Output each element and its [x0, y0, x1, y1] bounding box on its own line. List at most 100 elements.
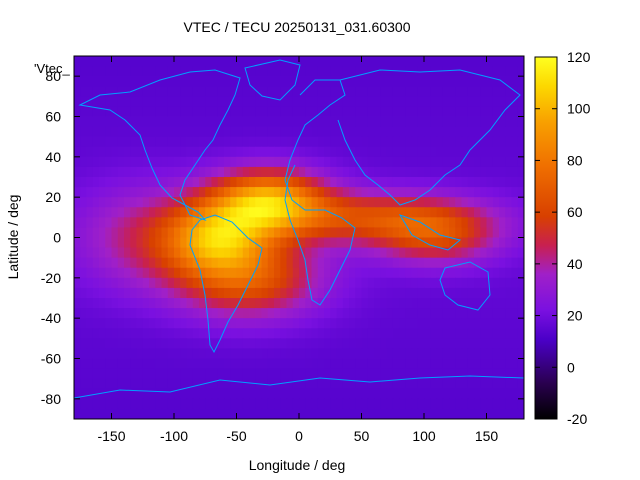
heatmap-cell: [155, 308, 163, 319]
heatmap-cell: [74, 156, 81, 168]
heatmap-cell: [124, 388, 131, 400]
heatmap-cell: [167, 408, 175, 419]
heatmap-cell: [411, 207, 419, 218]
heatmap-cell: [92, 197, 100, 208]
heatmap-cell: [99, 106, 106, 118]
heatmap-cell: [236, 287, 244, 299]
heatmap-cell: [386, 388, 394, 400]
heatmap-cell: [430, 166, 438, 178]
heatmap-cell: [267, 86, 275, 97]
heatmap-cell: [349, 338, 356, 350]
heatmap-cell: [386, 76, 394, 87]
heatmap-cell: [74, 197, 81, 208]
heatmap-cell: [399, 358, 406, 370]
heatmap-cell: [161, 308, 169, 319]
heatmap-cell: [267, 338, 275, 350]
heatmap-cell: [411, 287, 419, 299]
heatmap-cell: [511, 156, 519, 168]
heatmap-cell: [349, 277, 356, 289]
heatmap-cell: [167, 247, 175, 259]
heatmap-cell: [130, 318, 138, 329]
heatmap-cell: [124, 187, 131, 198]
heatmap-cell: [117, 156, 125, 168]
heatmap-cell: [105, 116, 113, 128]
heatmap-cell: [99, 237, 106, 249]
heatmap-cell: [192, 227, 200, 239]
heatmap-cell: [436, 398, 444, 410]
heatmap-cell: [449, 96, 456, 108]
heatmap-cell: [211, 207, 219, 218]
heatmap-cell: [424, 267, 431, 279]
heatmap-cell: [255, 66, 263, 77]
heatmap-cell: [405, 76, 413, 87]
heatmap-cell: [505, 156, 513, 168]
heatmap-cell: [211, 126, 219, 138]
heatmap-cell: [361, 187, 369, 198]
heatmap-cell: [336, 56, 344, 67]
heatmap-cell: [311, 166, 319, 178]
heatmap-cell: [86, 156, 94, 168]
heatmap-cell: [261, 56, 269, 67]
heatmap-cell: [499, 388, 506, 400]
heatmap-cell: [249, 106, 256, 118]
heatmap-cell: [474, 267, 481, 279]
heatmap-cell: [392, 66, 400, 77]
heatmap-cell: [305, 237, 313, 249]
heatmap-cell: [105, 338, 113, 350]
heatmap-cell: [311, 197, 319, 208]
heatmap-cell: [224, 388, 231, 400]
heatmap-cell: [149, 237, 156, 249]
heatmap-cell: [192, 106, 200, 118]
heatmap-cell: [424, 308, 431, 319]
heatmap-cell: [267, 136, 275, 148]
heatmap-cell: [117, 398, 125, 410]
heatmap-cell: [186, 267, 194, 279]
heatmap-cell: [130, 267, 138, 279]
heatmap-cell: [255, 227, 263, 239]
heatmap-cell: [142, 267, 150, 279]
x-tick-label: -100: [160, 428, 188, 444]
heatmap-cell: [136, 257, 144, 269]
heatmap-cell: [117, 166, 125, 178]
heatmap-cell: [342, 257, 350, 269]
heatmap-cell: [305, 166, 313, 178]
heatmap-cell: [124, 298, 131, 309]
heatmap-cell: [355, 247, 363, 259]
heatmap-cell: [386, 56, 394, 67]
heatmap-cell: [149, 408, 156, 419]
heatmap-cell: [286, 187, 294, 198]
heatmap-cell: [149, 378, 156, 390]
colorbar: [534, 56, 558, 420]
heatmap-cell: [236, 146, 244, 158]
heatmap-cell: [280, 86, 288, 97]
heatmap-cell: [517, 207, 524, 218]
heatmap-cell: [211, 106, 219, 118]
heatmap-cell: [386, 86, 394, 97]
heatmap-cell: [174, 247, 181, 259]
heatmap-cell: [267, 368, 275, 380]
heatmap-cell: [386, 177, 394, 188]
heatmap-cell: [274, 76, 281, 87]
heatmap-cell: [430, 237, 438, 249]
heatmap-cell: [374, 207, 381, 218]
heatmap-cell: [199, 348, 206, 360]
heatmap-cell: [317, 237, 325, 249]
heatmap-cell: [180, 126, 188, 138]
heatmap-cell: [367, 76, 375, 87]
heatmap-cell: [286, 217, 294, 229]
heatmap-cell: [324, 166, 331, 178]
heatmap-cell: [511, 96, 519, 108]
heatmap-cell: [424, 96, 431, 108]
heatmap-cell: [480, 318, 488, 329]
heatmap-cell: [136, 378, 144, 390]
heatmap-cell: [330, 388, 338, 400]
heatmap-cell: [349, 177, 356, 188]
heatmap-cell: [442, 166, 450, 178]
heatmap-cell: [149, 116, 156, 128]
heatmap-cell: [167, 217, 175, 229]
heatmap-cell: [311, 247, 319, 259]
heatmap-cell: [511, 308, 519, 319]
heatmap-cell: [517, 96, 524, 108]
heatmap-cell: [317, 267, 325, 279]
